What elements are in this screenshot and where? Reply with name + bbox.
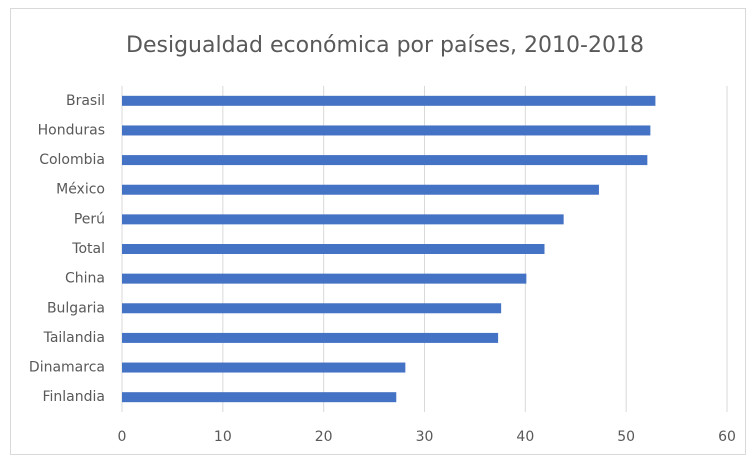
bar — [122, 332, 499, 343]
bar — [122, 125, 651, 136]
y-tick-label: Dinamarca — [29, 360, 105, 376]
chart-title: Desigualdad económica por países, 2010-2… — [126, 33, 644, 58]
y-tick-label: Colombia — [39, 152, 105, 168]
y-tick-label: Perú — [74, 211, 105, 227]
y-tick-label: Finlandia — [43, 389, 106, 405]
bar — [122, 184, 599, 195]
y-tick-label: China — [65, 271, 105, 287]
bar — [122, 155, 648, 166]
x-tick-label: 20 — [315, 429, 333, 445]
y-tick-label: Bulgaria — [47, 300, 105, 316]
y-tick-label: Tailandia — [43, 330, 105, 346]
bar — [122, 362, 406, 373]
x-tick-label: 60 — [718, 429, 736, 445]
chart-frame — [10, 8, 746, 455]
x-tick-label: 30 — [416, 429, 434, 445]
bar — [122, 214, 564, 225]
x-tick-label: 40 — [516, 429, 534, 445]
x-tick-label: 0 — [118, 429, 127, 445]
bar — [122, 273, 527, 284]
y-tick-label: Total — [71, 241, 105, 257]
x-tick-label: 50 — [617, 429, 635, 445]
y-tick-label: Honduras — [38, 122, 105, 138]
bar — [122, 95, 656, 106]
y-tick-label: Brasil — [66, 93, 105, 109]
y-tick-label: México — [56, 182, 105, 198]
bar — [122, 244, 545, 254]
bar — [122, 392, 397, 403]
bar — [122, 303, 502, 314]
x-tick-label: 10 — [214, 429, 232, 445]
